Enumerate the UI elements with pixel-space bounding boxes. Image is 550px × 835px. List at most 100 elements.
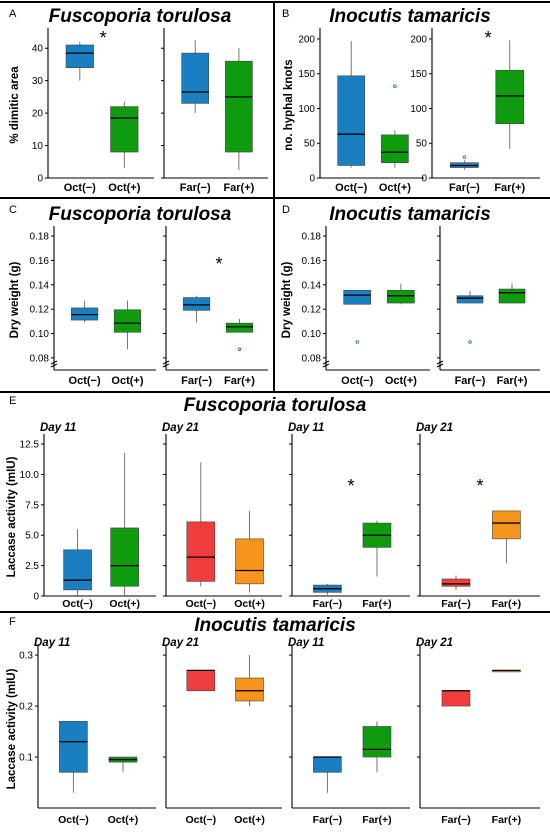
panel-b-group-1-box-2-x-label: Oct(+)	[379, 182, 411, 194]
panel-e-y-tick-label: 2.5	[25, 561, 39, 572]
panel-e-group-2-box-1-iqr-box	[186, 521, 216, 582]
panel-e-group-3-box-2-x-label: Far(+)	[362, 598, 391, 610]
panel-c-group-2-box-2-outlier	[237, 347, 242, 352]
panel-d-group-1-axis-break-mark	[322, 360, 330, 365]
panel-f-group-3-box-2-iqr-box	[362, 726, 392, 758]
panel-b-y-tick-label: 100	[298, 104, 315, 115]
panel-e-group-4-box-2-x-label: Far(+)	[492, 598, 521, 610]
panel-d-y-tick-label: 0.08	[302, 353, 322, 364]
panel-f-group-2-box-1-iqr-box	[186, 670, 216, 692]
panel-e-y-tick-label: 7.5	[25, 500, 39, 511]
panel-d-y-tick-label: 0.10	[302, 329, 322, 340]
panel-d-group-2-axis-break-mark	[436, 363, 444, 368]
panel-c-y-tick-label: 0.18	[30, 232, 50, 243]
panel-e-group-1-header: Day 11	[40, 422, 76, 434]
panel-f-ylabel: Laccase activity (mIU)	[6, 668, 18, 789]
panel-a-y-tick-label: 10	[32, 141, 44, 152]
panel-c-group-1-box-2-iqr-box	[113, 309, 142, 333]
panel-a-title: Fuscoporia torulosa	[49, 6, 232, 27]
panel-b-group-1-box-1-x-label: Oct(−)	[335, 182, 367, 194]
panel-c-group-2-box-2-iqr-box	[225, 322, 253, 333]
panel-e-y-tick-label: 5.0	[25, 531, 39, 542]
panel-c-group-2-axis-break-mark	[162, 360, 170, 365]
panel-letter-a: A	[9, 8, 17, 20]
panel-b-group-2-box-2-iqr-box	[495, 69, 525, 125]
panel-d-y-tick-label: 0.12	[302, 305, 322, 316]
panel-d-group-2-box-1-outlier	[468, 340, 472, 344]
panel-b-y-tick-label: 200	[410, 34, 427, 45]
panel-c-group-2-axis-break-mark	[162, 363, 170, 368]
panel-f-group-4-box-2-x-label: Far(+)	[492, 814, 521, 826]
panel-c-y-tick-label: 0.14	[30, 280, 50, 291]
panel-b-group-2-box-2-x-label: Far(+)	[494, 182, 525, 194]
panel-b-y-tick-label: 0	[421, 174, 427, 185]
panel-e-group-3-box-1-x-label: Far(−)	[313, 598, 342, 610]
panel-e-group-3-header: Day 11	[288, 422, 324, 434]
panel-a-y-tick-label: 0	[37, 174, 43, 185]
panel-f-title: Inocutis tamaricis	[194, 615, 356, 636]
panel-c-title: Fuscoporia torulosa	[49, 204, 232, 225]
panel-letter-c: C	[9, 204, 17, 216]
panel-letter-e: E	[9, 395, 16, 407]
panel-e-group-1-box-2-iqr-box	[110, 527, 139, 587]
panel-b-group-2-box-1-outlier	[462, 155, 467, 159]
panel-d-group-2-axis-break-mark	[436, 360, 444, 365]
panel-d-y-tick-label: 0.14	[302, 280, 322, 291]
panel-c-ylabel: Dry weight (g)	[9, 262, 21, 339]
panel-d-group-1-box-2-x-label: Oct(+)	[385, 375, 417, 387]
panel-d-group-2-box-2-x-label: Far(+)	[497, 375, 528, 387]
panel-c-y-tick-label: 0.10	[30, 329, 50, 340]
panel-f-group-3-box-1-x-label: Far(−)	[313, 814, 342, 826]
panel-letter-f: F	[9, 616, 16, 628]
panel-f-group-1-box-1-x-label: Oct(−)	[58, 814, 89, 826]
panel-a-group-1-box-2-iqr-box	[110, 106, 139, 153]
panel-d-group-1-box-1-outlier	[355, 340, 359, 344]
panel-a-group-2-box-2-x-label: Far(+)	[223, 182, 254, 194]
panel-b-title: Inocutis tamaricis	[329, 6, 491, 27]
panel-d-ylabel: Dry weight (g)	[281, 262, 293, 339]
panel-c-group-2-significance-star: *	[216, 254, 223, 274]
panel-b-y-tick-label: 150	[410, 69, 427, 80]
panel-c-group-1-box-1-x-label: Oct(−)	[69, 375, 101, 387]
panel-b-group-2-significance-star: *	[485, 28, 492, 48]
panel-b-group-1-box-2-iqr-box	[381, 134, 409, 164]
panel-d-title: Inocutis tamaricis	[329, 204, 491, 225]
panel-a-y-tick-label: 40	[32, 44, 44, 55]
panel-letter-b: B	[282, 8, 289, 20]
panel-a-ylabel: % dimitic area	[9, 66, 21, 144]
panel-b-ylabel: no. hyphal knots	[283, 59, 295, 150]
panel-e-group-2-header: Day 21	[162, 422, 199, 434]
panel-c-y-tick-label: 0.08	[30, 353, 50, 364]
panel-e-y-tick-label: 12.5	[20, 440, 40, 451]
panel-f-group-3-header: Day 11	[288, 637, 324, 649]
panel-d-group-2-box-1-iqr-box	[456, 295, 484, 304]
panel-f-group-3-box-1-iqr-box	[313, 756, 342, 773]
panel-e-group-2-box-2-x-label: Oct(+)	[234, 598, 265, 610]
panel-a-y-tick-label: 30	[32, 76, 44, 87]
panel-d-group-1-axis-break-mark	[322, 363, 330, 368]
panel-b-group-1-box-1-iqr-box	[337, 75, 366, 166]
panel-letter-d: D	[282, 204, 290, 216]
panel-e-group-1-box-2-x-label: Oct(+)	[109, 598, 140, 610]
panel-d-group-1-box-2-iqr-box	[387, 289, 415, 304]
panel-e-group-4-box-2-iqr-box	[492, 510, 521, 540]
panel-f-group-1-box-1-iqr-box	[59, 721, 88, 773]
panel-f-y-tick-label: 0.3	[19, 651, 33, 662]
panel-e-group-1-box-1-x-label: Oct(−)	[62, 598, 93, 610]
panel-c-y-tick-label: 0.16	[30, 256, 50, 267]
panel-f-group-3-box-2-x-label: Far(+)	[362, 814, 391, 826]
panel-f-group-2-box-1-x-label: Oct(−)	[185, 814, 216, 826]
panel-d-group-2-box-1-x-label: Far(−)	[455, 375, 486, 387]
panel-c-group-1-axis-break-mark	[50, 363, 58, 368]
panel-b-y-tick-label: 0	[309, 174, 315, 185]
panel-e-ylabel: Laccase activity (mIU)	[6, 456, 18, 577]
panel-f-group-2-header: Day 21	[162, 637, 199, 649]
panel-b-group-2-box-1-x-label: Far(−)	[449, 182, 480, 194]
panel-f-y-tick-label: 0.1	[19, 753, 33, 764]
panel-d-y-tick-label: 0.16	[302, 256, 322, 267]
panel-c-group-2-box-2-x-label: Far(+)	[224, 375, 255, 387]
panel-c-group-1-axis-break-mark	[50, 360, 58, 365]
panel-a-group-2-box-1-iqr-box	[181, 52, 210, 104]
panel-e-group-4-significance-star: *	[476, 476, 483, 496]
panel-b-y-tick-label: 50	[416, 139, 428, 150]
